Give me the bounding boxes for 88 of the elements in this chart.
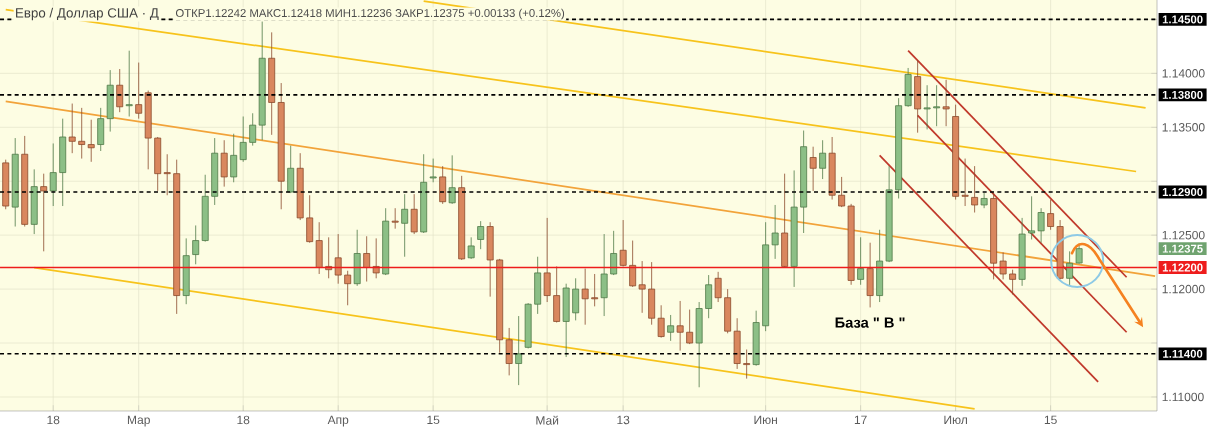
candlestick (667, 314, 675, 342)
candlestick (116, 68, 124, 113)
candlestick (743, 349, 751, 380)
candlestick (1047, 199, 1055, 231)
x-tick-label: 18 (237, 415, 250, 425)
y-tick-label: 1.12000 (1162, 284, 1205, 294)
candlestick (1009, 269, 1017, 295)
candlestick (857, 236, 865, 286)
candlestick (999, 252, 1007, 280)
y-tick-label: 1.14000 (1162, 69, 1205, 78)
y-tick-label: 1.11000 (1162, 392, 1204, 402)
candlestick (49, 143, 57, 207)
candlestick (515, 315, 523, 386)
candlestick (467, 236, 475, 260)
x-tick-label: 15 (1044, 415, 1057, 425)
candlestick (629, 240, 637, 288)
candlestick (87, 119, 95, 163)
candlestick (334, 233, 342, 285)
x-tick-label: Май (536, 415, 559, 425)
x-tick-label: 13 (617, 415, 630, 425)
candlestick (971, 165, 979, 213)
ref-line-label: 1.13800 (1162, 90, 1203, 99)
candlestick (1075, 243, 1083, 265)
x-tick-label: 15 (427, 415, 440, 425)
ref-line-label: 1.12900 (1162, 188, 1203, 197)
candlestick (239, 116, 247, 163)
candlestick (135, 62, 143, 120)
candlestick (344, 270, 352, 306)
text: 1.12375 (1162, 244, 1203, 253)
candlestick (581, 268, 589, 326)
annotation: База " В " (835, 317, 905, 328)
candlestick (923, 84, 931, 130)
candlestick (980, 192, 988, 209)
x-tick-label: Июн (754, 415, 777, 425)
candlestick (961, 158, 969, 207)
candlestick (410, 193, 418, 235)
candlestick (543, 217, 551, 303)
x-tick-label: Июл (944, 415, 967, 425)
candlestick (933, 84, 941, 127)
candlestick (40, 173, 48, 252)
x-tick-label: 18 (47, 415, 60, 425)
ref-line-label: 1.11400 (1163, 349, 1203, 358)
candlestick (192, 225, 200, 265)
candlestick (771, 204, 779, 260)
candlestick (429, 158, 437, 183)
candlestick (306, 194, 314, 244)
candlestick (287, 145, 295, 194)
candlestick (401, 193, 409, 258)
candlestick (230, 133, 238, 183)
candlestick (78, 107, 86, 159)
candlestick (505, 327, 513, 376)
x-tick-label: Мар (127, 415, 150, 427)
candlestick (163, 153, 171, 196)
candlestick (600, 233, 608, 317)
candlestick (477, 220, 485, 250)
candlestick (686, 309, 694, 345)
y-tick-label: 1.13500 (1162, 123, 1205, 132)
candlestick (448, 154, 456, 205)
candlestick (714, 271, 722, 303)
candlestick (391, 207, 399, 230)
candlestick (838, 176, 846, 208)
candlestick (1028, 195, 1036, 240)
candlestick (705, 274, 713, 319)
candlestick (220, 139, 228, 188)
text: Евро / Доллар США · Д (16, 7, 159, 21)
y-tick-label: 1.12500 (1162, 230, 1205, 240)
candlestick (363, 235, 371, 282)
text: ОТКР1.12242 МАКС1.12418 МИН1.12236 ЗАКР1.12375 +0.00133 (+0.12%) (175, 8, 565, 20)
candlestick (676, 300, 684, 351)
candlestick (372, 237, 380, 279)
candlestick (591, 273, 599, 307)
candlestick (610, 230, 618, 276)
candlestick (638, 260, 646, 314)
x-tick-label: 17 (854, 415, 867, 424)
candlestick (819, 139, 827, 180)
candlestick (1066, 250, 1074, 287)
candlestick (809, 146, 817, 192)
candlestick (657, 304, 665, 339)
candlestick (125, 50, 133, 117)
ref-line-label: 1.14500 (1162, 15, 1203, 24)
candlestick (1037, 207, 1045, 244)
x-tick-label: Апр (327, 415, 349, 427)
candlestick (942, 79, 950, 127)
candlestick (619, 219, 627, 267)
candlestick (249, 112, 257, 147)
candlestick (68, 103, 76, 154)
ref-line-label: 1.12200 (1162, 263, 1203, 272)
candlestick (572, 277, 580, 321)
